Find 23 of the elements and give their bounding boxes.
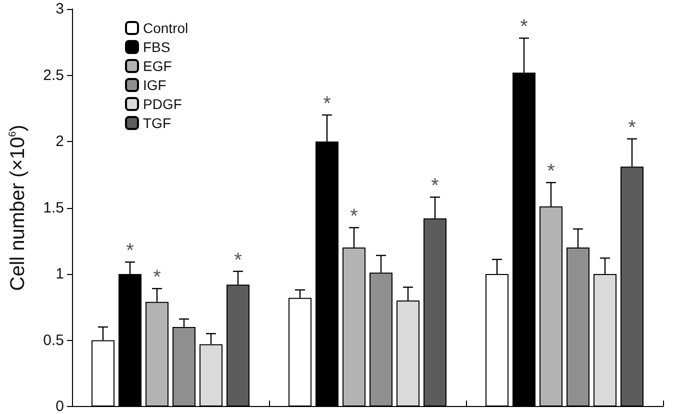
data-label: *	[628, 116, 636, 139]
data-label: *	[431, 175, 440, 198]
y-tick-label: 2.5	[43, 66, 64, 84]
y-tick-label: 0.5	[43, 332, 64, 349]
legend-label: PDGF	[143, 96, 182, 112]
y-tick-label: 3	[56, 0, 64, 18]
data-label: *	[547, 160, 556, 183]
legend-label: IGF	[143, 77, 166, 93]
y-tick-label: 1.5	[43, 199, 64, 216]
data-label: *	[350, 206, 358, 228]
legend-label: Control	[143, 20, 188, 36]
y-tick-label: 0	[56, 398, 64, 414]
data-label: *	[126, 240, 134, 262]
data-label: *	[153, 266, 162, 289]
legend-label: FBS	[143, 39, 170, 55]
legend-label: TGF	[143, 115, 171, 131]
data-label: *	[234, 249, 242, 272]
data-label: *	[520, 16, 528, 38]
y-tick-label: 1	[56, 266, 64, 282]
y-axis-title: Cell number (×106)	[7, 124, 29, 291]
legend-label: EGF	[143, 58, 172, 74]
data-label: *	[323, 93, 332, 115]
y-tick-label: 2	[56, 133, 64, 150]
